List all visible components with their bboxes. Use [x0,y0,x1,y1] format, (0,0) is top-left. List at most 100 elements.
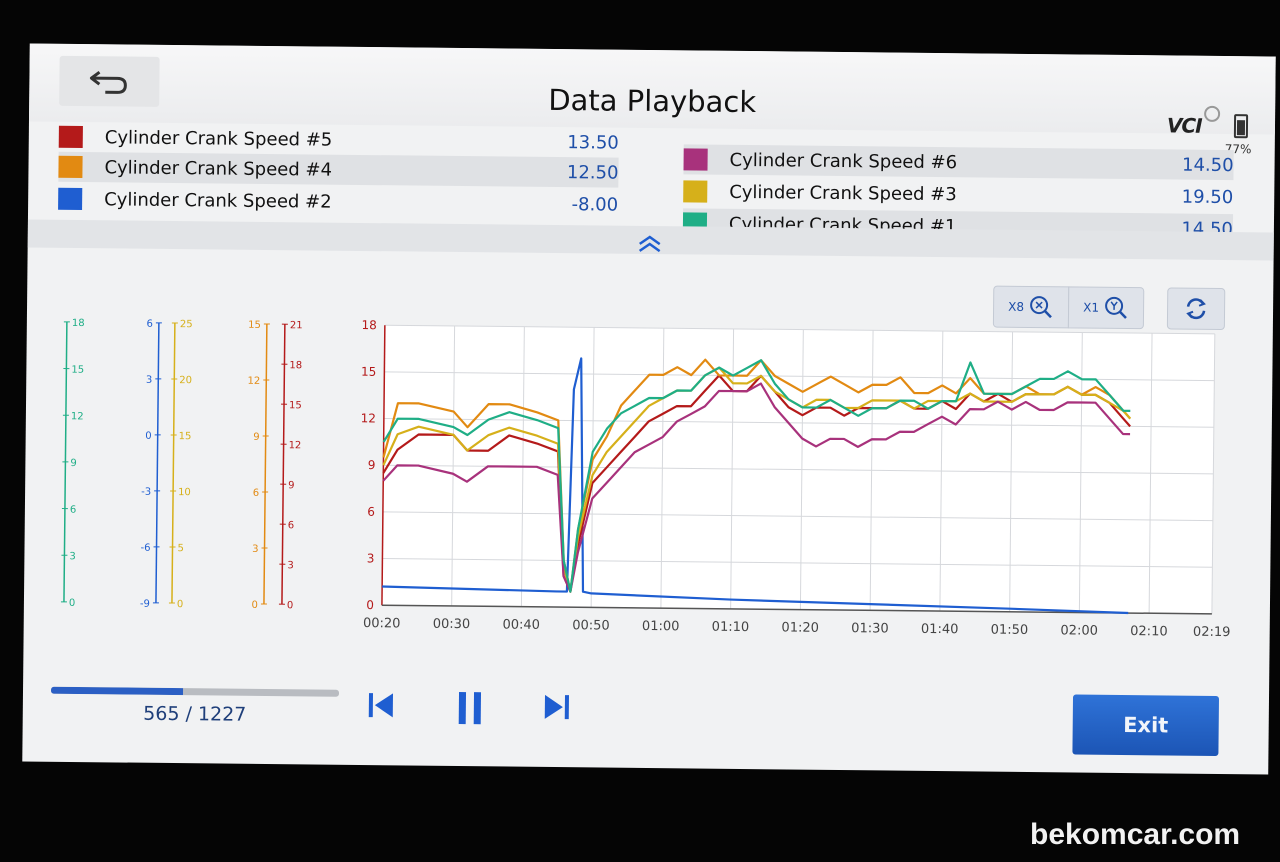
secondary-axis-label: 6 [253,488,259,499]
y-tick-label: 0 [366,598,374,612]
legend-swatch [58,155,83,179]
title-bar: Data Playback VCI 77% [28,43,1276,156]
secondary-axis-line [155,322,160,603]
secondary-axis-label: 3 [287,560,293,571]
x-tick-label: 00:30 [433,617,471,632]
secondary-axis-label: -6 [140,543,150,554]
secondary-axis-label: 9 [253,432,259,443]
x-tick-label: 01:40 [921,622,959,637]
secondary-axis-line [263,323,268,604]
x-tick-label: 01:50 [991,623,1029,638]
vci-disconnected-icon [1204,105,1221,122]
grid-line-y [384,371,1215,382]
zoom-y-button[interactable]: X1 [1067,286,1145,330]
battery-level-fill [1236,119,1246,136]
frame-counter: 565 / 1227 [51,702,339,727]
legend-item[interactable]: Cylinder Crank Speed #6 14.50 [683,144,1234,181]
secondary-axis-label: 15 [71,365,84,376]
secondary-axis-label: 25 [180,319,193,330]
refresh-icon [1186,298,1206,320]
grid-line-y [382,511,1213,522]
secondary-axis-label: 20 [179,375,192,386]
legend-value: 13.50 [567,131,619,154]
zoom-x-icon [1030,296,1052,319]
legend-swatch [58,187,83,211]
secondary-axis-label: 15 [179,431,192,442]
secondary-axis-label: 18 [289,360,302,371]
x-tick-label: 00:20 [363,616,401,631]
x-tick-label: 01:20 [781,620,819,635]
legend-label: Cylinder Crank Speed #5 [104,126,333,151]
secondary-axis-label: 0 [287,600,293,611]
secondary-axis-label: 0 [69,598,75,609]
legend-item[interactable]: Cylinder Crank Speed #2 -8.00 [58,184,618,220]
secondary-axis-label: 18 [72,318,85,329]
collapse-legend-icon[interactable] [636,234,664,254]
back-arrow-icon [89,71,127,94]
secondary-axis-label: 0 [251,600,257,611]
y-tick-label: 18 [362,318,377,332]
secondary-axis-label: -9 [140,599,150,610]
secondary-axis-label: 15 [289,400,302,411]
y-tick-label: 15 [361,365,376,379]
grid-line-y [383,418,1214,428]
legend-swatch [683,148,708,171]
app-screen: Data Playback VCI 77% Cylinder Crank Spe… [22,43,1276,775]
series-line [382,357,1129,615]
secondary-axis-label: 3 [252,544,258,555]
playback-chart: 00:20 00:30 00:40 00:50 01:00 01:10 01:20 01:30… [60,318,1231,640]
legend-value: 14.50 [1181,154,1234,176]
grid-line-y [382,558,1213,568]
series-line [382,359,1131,593]
secondary-axis-label: 3 [146,375,152,386]
playback-progress-fill [50,686,184,696]
secondary-axis-label: 9 [288,480,294,491]
secondary-axis-label: -3 [141,487,151,498]
x-tick-label: 00:50 [572,618,610,633]
skip-next-button[interactable] [539,689,575,725]
secondary-axis-label: 12 [247,376,260,387]
y-tick-label: 3 [367,551,375,565]
refresh-button[interactable] [1166,287,1226,331]
x-tick-label: 01:00 [642,619,680,634]
pause-button[interactable] [453,688,489,728]
secondary-axis-label: 6 [288,520,294,531]
back-button[interactable] [59,55,160,107]
legend-label: Cylinder Crank Speed #4 [104,156,333,181]
x-tick-label: 02:19 [1193,625,1231,640]
page-title: Data Playback [548,82,757,120]
secondary-axis-label: 3 [69,551,75,562]
series-line [382,382,1131,593]
legend-item[interactable]: Cylinder Crank Speed #4 12.50 [58,151,619,188]
secondary-axis-line [171,323,176,604]
legend-item[interactable]: Cylinder Crank Speed #3 19.50 [683,176,1233,212]
x-tick-label: 01:10 [712,620,750,635]
secondary-axis-label: 12 [71,411,84,422]
secondary-axis-label: 0 [177,599,183,610]
legend-label: Cylinder Crank Speed #2 [104,188,332,213]
secondary-axis-line [281,324,286,605]
x-tick-label: 01:30 [851,621,889,636]
secondary-axis-label: 21 [290,320,303,331]
zoom-x-button[interactable]: X8 [992,285,1070,329]
legend-value: -8.00 [571,193,619,216]
y-tick-label: 12 [361,411,376,425]
y-tick-label: 6 [367,505,375,519]
frame-separator: / [185,703,193,726]
legend-swatch [58,125,83,149]
secondary-axis-label: 0 [145,431,151,442]
watermark: bekomcar.com [1030,818,1241,851]
frame-total: 1227 [197,703,247,726]
frame-current: 565 [143,702,180,726]
playback-progress-bar[interactable] [50,686,340,697]
legend-value: 19.50 [1181,186,1234,208]
x-tick-label: 00:40 [502,617,540,632]
skip-previous-button[interactable] [363,687,399,723]
secondary-axis-label: 6 [70,505,76,516]
zoom-y-icon [1105,296,1127,319]
exit-button[interactable]: Exit [1072,694,1220,756]
legend-label: Cylinder Crank Speed #6 [729,149,958,173]
y-tick-label: 9 [368,458,376,472]
x-tick-label: 02:10 [1130,624,1168,639]
secondary-axis-label: 9 [70,458,76,469]
